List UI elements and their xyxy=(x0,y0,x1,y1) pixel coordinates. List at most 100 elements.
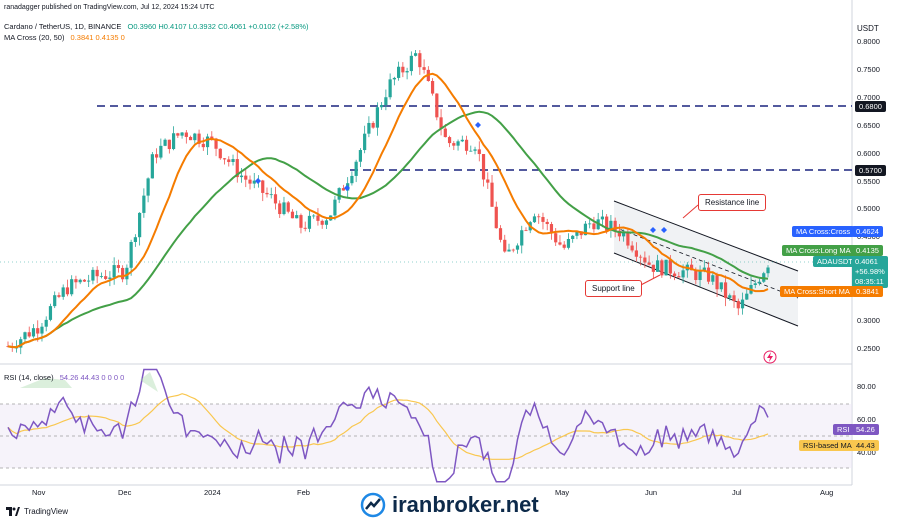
level-680-flag: 0.6800 xyxy=(855,101,886,112)
candle-body xyxy=(227,159,231,163)
candle-body xyxy=(592,223,596,230)
level-570-flag: 0.5700 xyxy=(855,165,886,176)
candle-body xyxy=(155,154,159,158)
candle-body xyxy=(388,79,392,98)
candle-body xyxy=(261,180,265,193)
currency-label[interactable]: USDT xyxy=(857,24,879,33)
rsi-ma-line[interactable] xyxy=(7,393,769,460)
candle-body xyxy=(668,259,672,274)
candle-body xyxy=(159,145,163,158)
candle-body xyxy=(197,133,201,144)
rsi-tick-80: 80.00 xyxy=(857,382,876,391)
candle-body xyxy=(371,122,375,128)
short-ma-line[interactable] xyxy=(7,72,769,349)
price-tick: 0.6000 xyxy=(857,148,880,158)
candle-body xyxy=(337,188,341,200)
candle-body xyxy=(193,133,197,141)
candle-body xyxy=(494,206,498,229)
last-price-tag: 0.4061 +56.98% 08:35:11 xyxy=(852,256,888,288)
candle-body xyxy=(333,199,337,216)
candle-body xyxy=(643,257,647,263)
rsi-overbought-fill xyxy=(140,372,158,392)
candle-body xyxy=(188,136,193,141)
resistance-trendline[interactable] xyxy=(613,200,799,272)
candle-body xyxy=(171,133,176,150)
time-tick: Dec xyxy=(118,488,132,497)
rsi-line[interactable] xyxy=(7,368,769,483)
candle-body xyxy=(61,287,65,297)
candle-body xyxy=(129,241,133,268)
price-tick: 0.8000 xyxy=(857,37,880,46)
candle-body xyxy=(290,211,295,219)
candle-body xyxy=(745,293,749,300)
bar-countdown: 08:35:11 xyxy=(855,277,884,286)
tv-brand[interactable]: TradingView xyxy=(6,507,68,516)
candle-body xyxy=(473,149,477,151)
candle-body xyxy=(36,328,40,334)
candle-body xyxy=(562,244,566,248)
candle-body xyxy=(19,339,23,348)
candle-body xyxy=(31,328,36,337)
price-tick: 0.7500 xyxy=(857,64,880,74)
candle-body xyxy=(634,250,638,257)
resistance-note[interactable]: Resistance line xyxy=(698,194,767,211)
candle-body xyxy=(367,122,371,134)
channel-fill xyxy=(614,201,798,326)
candle-body xyxy=(146,178,150,196)
candle-body xyxy=(413,53,418,56)
candle-body xyxy=(732,295,736,302)
support-note[interactable]: Support line xyxy=(585,280,642,297)
candle-body xyxy=(545,221,549,225)
candle-body xyxy=(520,230,524,246)
candle-body xyxy=(104,276,108,279)
candle-body xyxy=(53,295,57,307)
candle-body xyxy=(74,279,78,283)
watermark: iranbroker.net xyxy=(360,492,539,518)
candle-body xyxy=(613,220,617,231)
rsi-label: RSI (14, close) xyxy=(4,373,54,382)
candle-body xyxy=(265,192,269,195)
candle-body xyxy=(138,212,142,238)
candle-body xyxy=(706,267,711,282)
candle-body xyxy=(282,202,286,215)
last-price: 0.4061 xyxy=(855,257,878,266)
candle-body xyxy=(303,227,307,229)
candle-body xyxy=(430,80,435,94)
candle-body xyxy=(639,256,643,258)
candle-body xyxy=(167,139,171,150)
tradingview-logo-icon xyxy=(6,507,20,516)
candle-body xyxy=(23,332,27,340)
candle-body xyxy=(541,217,545,222)
candle-body xyxy=(558,242,562,245)
short-ma-flag: MA Cross:Short MA xyxy=(780,286,854,297)
event-icon[interactable] xyxy=(763,350,777,364)
ma-indicator-line: MA Cross (20, 50) 0.3841 0.4135 0 xyxy=(4,33,129,42)
candle-body xyxy=(205,136,210,148)
price-change-pct: +56.98% xyxy=(855,267,885,276)
candle-body xyxy=(651,264,655,272)
candle-body xyxy=(460,139,464,142)
cross-flag: MA Cross:Cross xyxy=(792,226,855,237)
long-ma-line[interactable] xyxy=(7,110,769,349)
rsi-ma-value: 44.43 xyxy=(852,440,879,451)
candle-body xyxy=(150,154,154,179)
candle-body xyxy=(125,267,129,280)
symbol-name: Cardano / TetherUS, 1D, BINANCE xyxy=(4,22,122,31)
candle-body xyxy=(664,259,668,276)
ma-values: 0.3841 0.4135 0 xyxy=(70,33,125,42)
ma-label: MA Cross (20, 50) xyxy=(4,33,65,42)
candle-body xyxy=(711,275,715,282)
candle-body xyxy=(78,279,82,283)
time-tick: May xyxy=(555,488,570,497)
candle-body xyxy=(375,107,379,128)
candle-body xyxy=(715,275,719,290)
candle-body xyxy=(82,279,87,282)
channel-midline xyxy=(613,226,799,299)
candle-body xyxy=(439,117,443,129)
candle-body xyxy=(503,239,507,252)
candle-body xyxy=(57,295,61,297)
tv-brand-label: TradingView xyxy=(24,507,69,516)
candle-body xyxy=(133,237,137,242)
candle-body xyxy=(231,159,235,163)
